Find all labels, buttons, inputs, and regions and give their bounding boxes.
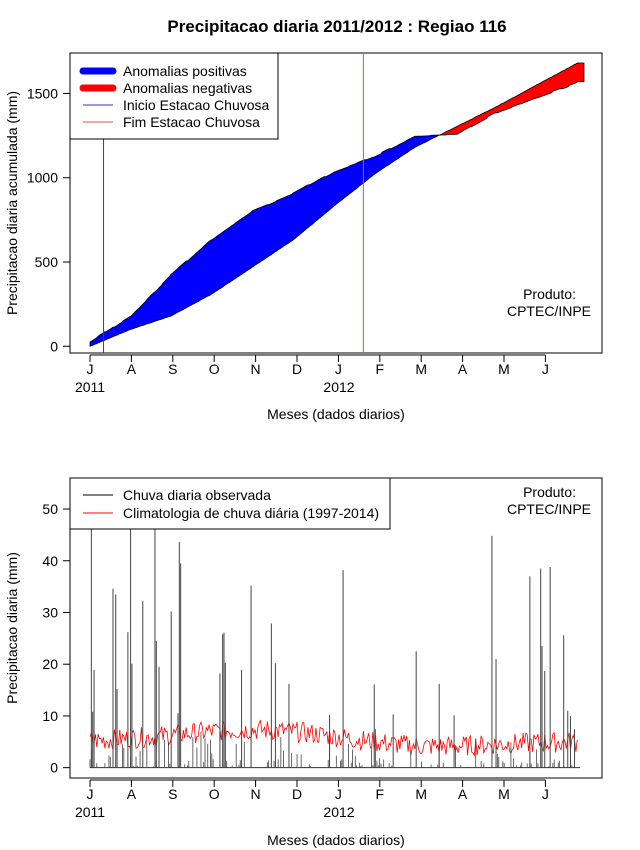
top-product-source: CPTEC/INPE [507,303,591,319]
x-tick-label: J [335,786,342,802]
x-tick-label: O [209,786,220,802]
season-lines [103,53,364,353]
top-legend: Anomalias positivas Anomalias negativas … [69,52,279,140]
x-tick-label: M [415,786,427,802]
x-tick-label: M [415,361,427,377]
top-y-axis: 0 500 1000 1500 [27,85,71,354]
daily-chart: 0 10 20 30 40 50 J A S O N D J F M A M J 2011 2012 Precipi… [4,477,603,848]
x-year-label: 2012 [323,379,354,395]
x-tick-label: M [498,786,510,802]
x-tick-label: J [87,361,94,377]
climatology-line [89,719,578,757]
bottom-x-axis-label: Meses (dados diarios) [267,832,405,848]
y-tick-label: 30 [42,604,58,620]
legend-negative-label: Anomalias negativas [123,80,252,96]
x-tick-label: S [168,786,177,802]
legend-climatology-label: Climatologia de chuva diária (1997-2014) [123,505,379,521]
y-tick-label: 50 [42,501,58,517]
x-tick-label: N [251,361,261,377]
legend-start-label: Inicio Estacao Chuvosa [123,97,270,113]
x-tick-label: F [376,786,385,802]
x-tick-label: N [251,786,261,802]
top-y-axis-label: Precipitacao diaria acumulada (mm) [4,91,20,315]
top-product-label: Produto: [523,286,576,302]
x-tick-label: A [127,361,137,377]
y-tick-label: 500 [35,254,59,270]
anomaly-areas [89,62,585,347]
x-tick-label: F [376,361,385,377]
x-tick-label: O [209,361,220,377]
x-tick-label: S [168,361,177,377]
legend-positive-label: Anomalias positivas [123,63,247,79]
y-tick-label: 0 [50,760,58,776]
x-tick-label: D [292,361,302,377]
observed-series [89,509,580,769]
x-year-label: 2012 [323,804,354,820]
legend-observed-label: Chuva diaria observada [123,487,271,503]
x-tick-label: J [87,786,94,802]
cumulative-chart: 0 500 1000 1500 J A S O N D J F M A M J 2011 2012 Precip… [4,52,603,422]
bottom-product-label: Produto: [523,484,576,500]
bottom-legend: Chuva diaria observada Climatologia de c… [69,477,391,530]
x-tick-label: J [542,786,549,802]
bottom-product-source: CPTEC/INPE [507,501,591,517]
x-tick-label: D [292,786,302,802]
top-x-axis-label: Meses (dados diarios) [267,406,405,422]
x-tick-label: J [542,361,549,377]
bottom-y-axis: 0 10 20 30 40 50 [42,501,71,776]
negative-anomaly-area [440,62,585,136]
x-year-label: 2011 [75,379,105,395]
climatology-series [89,719,578,757]
x-year-label: 2011 [75,804,105,820]
y-tick-label: 0 [50,338,58,354]
bottom-y-axis-label: Precipitacao diaria (mm) [4,552,20,704]
x-tick-label: A [458,361,468,377]
x-tick-label: A [458,786,468,802]
x-tick-label: M [498,361,510,377]
y-tick-label: 10 [42,708,58,724]
bottom-legend-box [69,477,391,530]
x-tick-label: A [127,786,137,802]
y-tick-label: 1500 [27,85,58,101]
y-tick-label: 40 [42,553,58,569]
chart-title: Precipitacao diaria 2011/2012 : Regiao 1… [167,17,506,36]
top-legend-box [69,52,279,140]
positive-anomaly-area [89,134,441,347]
bottom-x-axis: J A S O N D J F M A M J 2011 2012 [75,779,549,820]
top-x-axis: J A S O N D J F M A M J 2011 2012 [75,354,549,395]
y-tick-label: 1000 [27,170,58,186]
x-tick-label: J [335,361,342,377]
y-tick-label: 20 [42,656,58,672]
legend-end-label: Fim Estacao Chuvosa [123,114,260,130]
